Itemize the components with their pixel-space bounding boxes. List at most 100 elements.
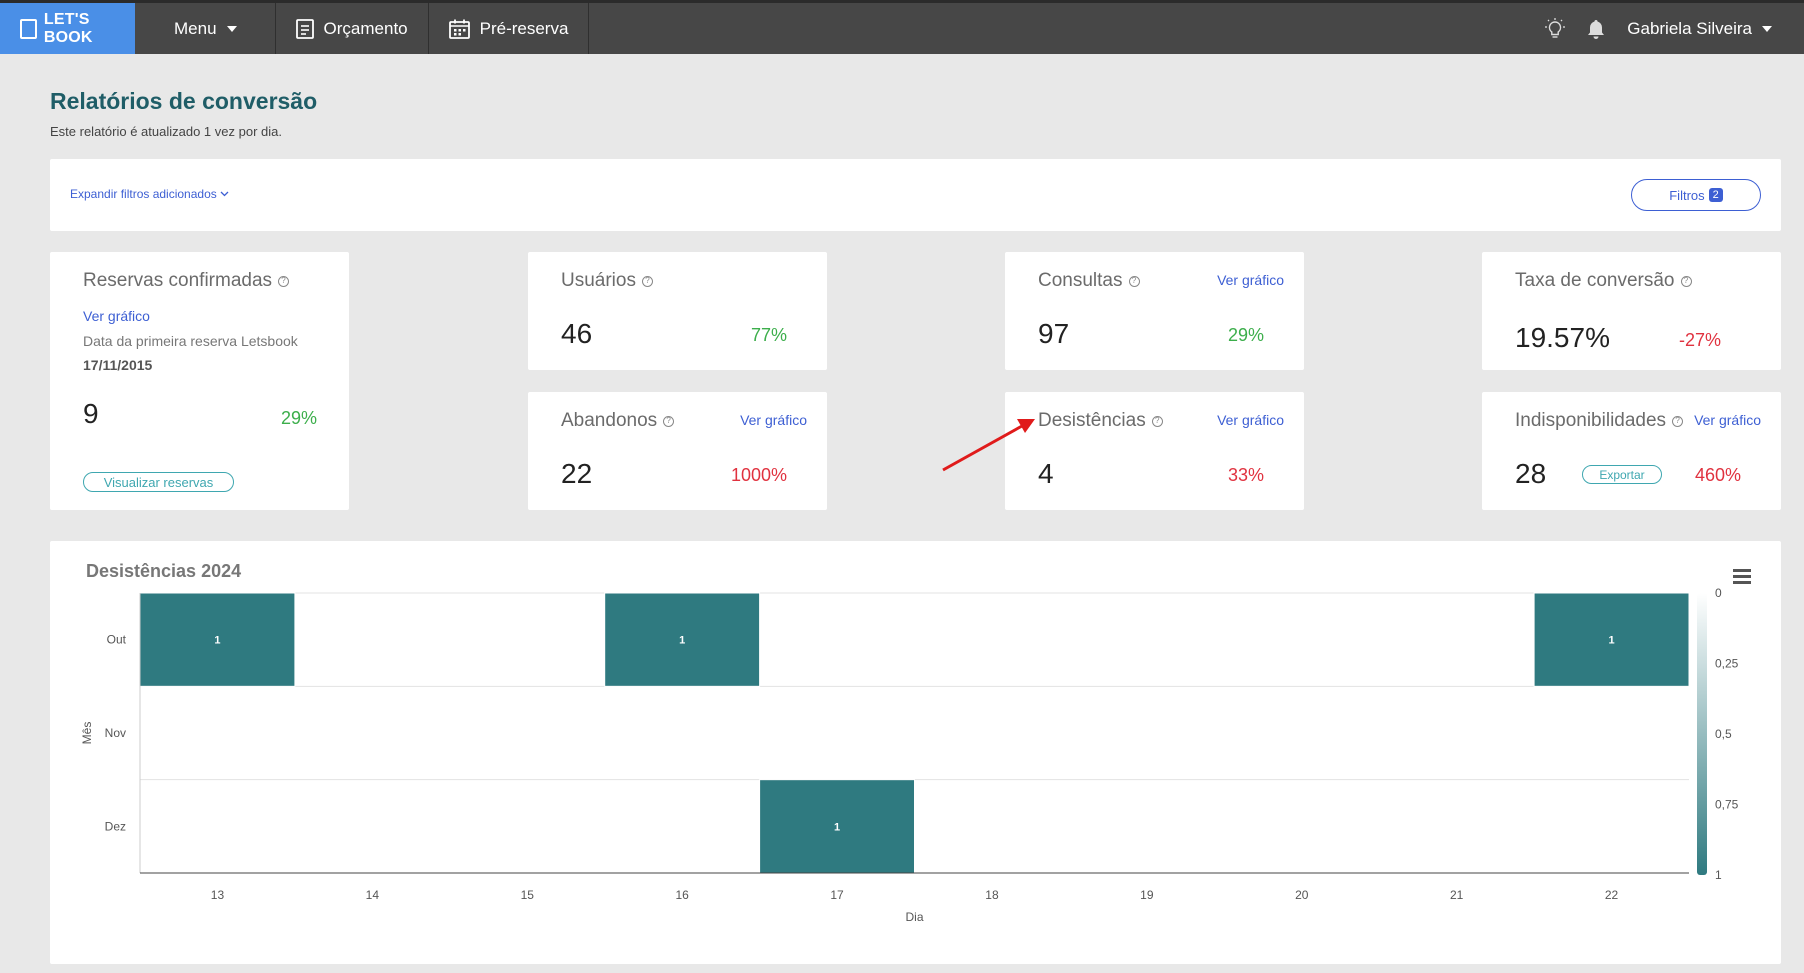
colorbar-tick-label: 0 — [1715, 586, 1722, 600]
card-reservas-confirmadas: Reservas confirmadas? Ver gráfico Data d… — [50, 252, 349, 510]
card-title: Usuários — [561, 270, 636, 291]
x-tick-label: 16 — [675, 888, 689, 902]
x-tick-label: 13 — [211, 888, 225, 902]
menu-label: Menu — [174, 18, 217, 38]
card-percent: 33% — [1227, 465, 1264, 485]
document-icon — [295, 18, 314, 39]
x-tick-label: 17 — [830, 888, 844, 902]
filter-bar: Expandir filtros adicionados Filtros 2 — [50, 159, 1781, 231]
chart-title: Desistências 2024 — [86, 561, 242, 581]
expand-filters-link[interactable]: Expandir filtros adicionados — [70, 187, 229, 201]
colorbar-tick-label: 0,5 — [1715, 727, 1732, 741]
first-reservation-date: 17/11/2015 — [83, 357, 153, 373]
x-tick-label: 20 — [1295, 888, 1309, 902]
cell-value-label: 1 — [1608, 635, 1614, 647]
chevron-down-icon — [226, 25, 237, 32]
heatmap-cell — [759, 779, 915, 874]
card-title: Reservas confirmadas — [83, 270, 273, 291]
card-value: 28 — [1515, 458, 1547, 489]
card-usuarios: Usuários? 46 77% — [528, 252, 827, 370]
cell-value-label: 1 — [679, 635, 685, 647]
card-percent: 1000% — [730, 465, 787, 485]
x-tick-label: 14 — [366, 888, 380, 902]
visualizar-reservas-button[interactable]: Visualizar reservas — [83, 472, 234, 492]
y-axis-title: Mês — [80, 722, 94, 745]
nav-right-group: Gabriela Silveira — [1545, 3, 1804, 54]
help-icon[interactable]: ? — [641, 275, 653, 287]
help-icon[interactable]: ? — [1680, 275, 1692, 287]
user-name: Gabriela Silveira — [1627, 18, 1752, 38]
help-icon[interactable]: ? — [1151, 415, 1163, 427]
menu-dropdown[interactable]: Menu — [135, 3, 276, 54]
chart-panel: Desistências 2024 1 1 1 1 Out Nov Dez 13 14 15 16 1… — [50, 541, 1781, 964]
filters-button-label: Filtros — [1669, 187, 1705, 203]
top-navbar: LET'S BOOK Menu Orçamento Pré-reserva Ga… — [0, 0, 1804, 54]
user-menu[interactable]: Gabriela Silveira — [1627, 19, 1804, 39]
brand-name: LET'S BOOK — [43, 10, 93, 46]
card-percent: -27% — [1678, 330, 1721, 350]
filters-count-badge: 2 — [1708, 188, 1723, 202]
expand-filters-label: Expandir filtros adicionados — [70, 187, 217, 201]
card-taxa-conversao: Taxa de conversão? 19.57% -27% — [1482, 252, 1781, 370]
ver-grafico-link[interactable]: Ver gráfico — [740, 412, 807, 428]
chevron-down-icon — [220, 191, 229, 197]
chevron-down-icon — [1762, 25, 1772, 32]
ver-grafico-link[interactable]: Ver gráfico — [1217, 412, 1284, 428]
colorbar-tick-label: 0,75 — [1715, 798, 1739, 812]
help-icon[interactable]: ? — [663, 415, 675, 427]
card-value: 46 — [561, 318, 593, 349]
card-title: Consultas — [1038, 270, 1123, 291]
heatmap-cell — [1533, 592, 1690, 687]
page-subtitle: Este relatório é atualizado 1 vez por di… — [50, 124, 282, 139]
cell-value-label: 1 — [834, 821, 840, 833]
nav-orcamento[interactable]: Orçamento — [276, 3, 429, 54]
help-icon[interactable]: ? — [1128, 275, 1140, 287]
card-title: Desistências — [1038, 410, 1146, 431]
x-tick-label: 19 — [1140, 888, 1154, 902]
page-title: Relatórios de conversão — [50, 88, 318, 114]
card-desistencias: Desistências? Ver gráfico 4 33% — [1005, 392, 1304, 510]
lightbulb-icon[interactable] — [1545, 17, 1566, 40]
brand-logo-icon — [20, 18, 37, 39]
filters-button[interactable]: Filtros 2 — [1631, 179, 1761, 211]
first-reservation-label: Data da primeira reserva Letsbook — [83, 333, 298, 349]
bell-icon[interactable] — [1587, 19, 1605, 39]
exportar-button[interactable]: Exportar — [1582, 465, 1662, 484]
brand-logo[interactable]: LET'S BOOK — [0, 3, 135, 54]
card-value: 97 — [1038, 318, 1070, 349]
heatmap-chart: 1 1 1 1 Out Nov Dez 13 14 15 16 17 18 19 20 21 22 Dia Mês 0… — [80, 586, 1739, 924]
ver-grafico-link[interactable]: Ver gráfico — [83, 308, 150, 324]
heatmap-cell — [604, 592, 761, 687]
y-tick-label: Dez — [105, 819, 126, 833]
card-value: 9 — [83, 398, 99, 429]
nav-orcamento-label: Orçamento — [323, 18, 408, 38]
card-percent: 29% — [280, 408, 317, 428]
nav-prereserva[interactable]: Pré-reserva — [429, 3, 590, 54]
card-value: 4 — [1038, 458, 1054, 489]
x-tick-label: 22 — [1605, 888, 1619, 902]
y-tick-label: Nov — [105, 726, 126, 740]
ver-grafico-link[interactable]: Ver gráfico — [1217, 272, 1284, 288]
heatmap-cell — [139, 592, 296, 687]
calendar-icon — [448, 19, 470, 39]
card-abandonos: Abandonos? Ver gráfico 22 1000% — [528, 392, 827, 510]
card-title: Indisponibilidades — [1515, 410, 1667, 431]
x-tick-label: 21 — [1450, 888, 1464, 902]
colorbar-tick-label: 0,25 — [1715, 657, 1739, 671]
help-icon[interactable]: ? — [278, 275, 290, 287]
x-tick-label: 18 — [985, 888, 999, 902]
card-percent: 29% — [1227, 325, 1264, 345]
chart-menu-icon[interactable] — [1733, 569, 1751, 587]
card-title: Abandonos — [561, 410, 658, 431]
card-indisponibilidades: Indisponibilidades? Ver gráfico 28 Expor… — [1482, 392, 1781, 510]
x-axis-title: Dia — [905, 910, 923, 924]
card-percent: 77% — [750, 325, 787, 345]
x-tick-label: 15 — [521, 888, 535, 902]
card-title: Taxa de conversão — [1515, 270, 1675, 291]
help-icon[interactable]: ? — [1672, 415, 1684, 427]
card-consultas: Consultas? Ver gráfico 97 29% — [1005, 252, 1304, 370]
card-value: 22 — [561, 458, 593, 489]
y-tick-label: Out — [107, 633, 127, 647]
nav-prereserva-label: Pré-reserva — [479, 18, 569, 38]
ver-grafico-link[interactable]: Ver gráfico — [1694, 412, 1761, 428]
